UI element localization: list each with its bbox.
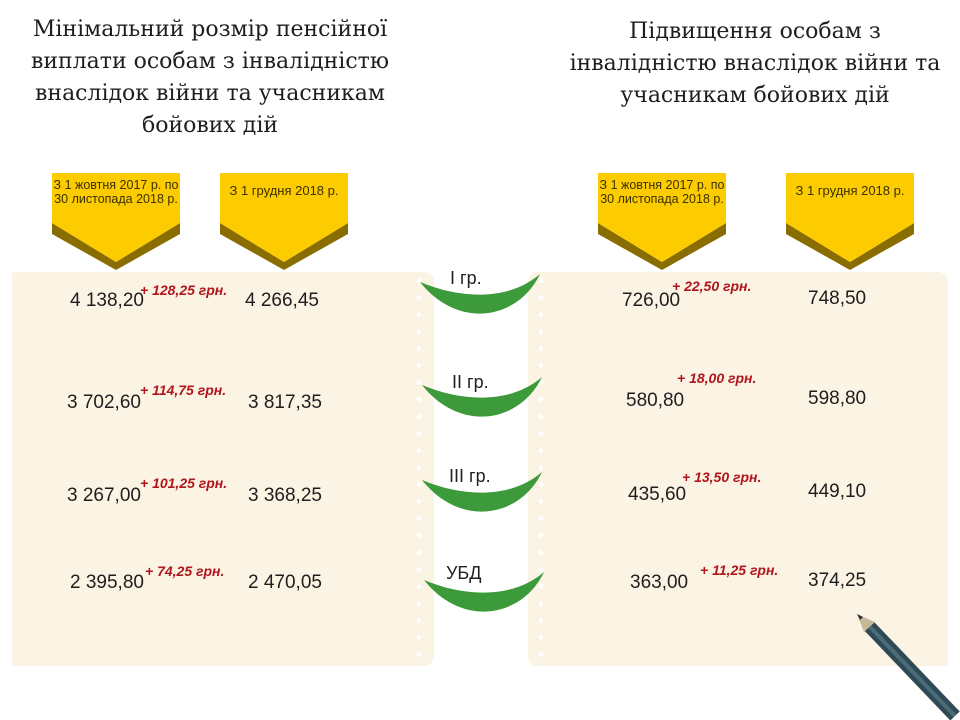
leaf-icon	[424, 572, 544, 612]
right-row2-to: 598,80	[808, 388, 867, 409]
left-row1-from: 4 138,20	[70, 290, 144, 311]
left-row3-increase: + 101,25 грн.	[140, 475, 228, 491]
left-period-new-banner: З 1 грудня 2018 р.	[220, 173, 348, 270]
group-label-4: УБД	[446, 563, 482, 583]
right-row4-increase: + 11,25 грн.	[700, 562, 779, 578]
right-period-new-banner: З 1 грудня 2018 р.	[786, 173, 914, 270]
right-row3-from: 435,60	[628, 484, 687, 505]
right-row3-increase: + 13,50 грн.	[682, 469, 762, 485]
left-values-panel	[12, 272, 434, 666]
right-values-panel	[528, 272, 948, 666]
right-row4-to: 374,25	[808, 570, 867, 591]
right-period-new-label: З 1 грудня 2018 р.	[795, 183, 905, 198]
pen-icon	[857, 614, 960, 720]
right-period-old-label: З 1 жовтня 2017 р. по 30 листопада 2018 …	[599, 178, 725, 206]
left-row4-to: 2 470,05	[248, 572, 322, 593]
notebook-holes	[538, 272, 544, 666]
right-row1-increase: + 22,50 грн.	[672, 278, 752, 294]
left-row4-increase: + 74,25 грн.	[145, 563, 225, 579]
notebook-holes	[416, 272, 422, 666]
left-period-old-label: З 1 жовтня 2017 р. по 30 листопада 2018 …	[53, 178, 179, 206]
left-row4-from: 2 395,80	[70, 572, 144, 593]
right-title: Підвищення особам з інвалідністю внаслід…	[569, 19, 941, 108]
left-title: Мінімальний розмір пенсійної виплати осо…	[30, 17, 389, 138]
right-row1-from: 726,00	[622, 290, 681, 311]
right-row4-from: 363,00	[630, 572, 689, 593]
right-period-old-banner: З 1 жовтня 2017 р. по 30 листопада 2018 …	[598, 173, 726, 270]
left-row2-to: 3 817,35	[248, 392, 322, 413]
right-row3-to: 449,10	[808, 481, 867, 502]
group-label-2: II гр.	[452, 372, 489, 392]
left-row1-to: 4 266,45	[245, 290, 319, 311]
right-row2-from: 580,80	[626, 390, 685, 411]
left-row2-from: 3 702,60	[67, 392, 141, 413]
leaf-icon	[422, 472, 542, 512]
leaf-icon	[420, 274, 540, 314]
left-period-old-banner: З 1 жовтня 2017 р. по 30 листопада 2018 …	[52, 173, 180, 270]
left-row3-to: 3 368,25	[248, 485, 322, 506]
group-label-1: I гр.	[450, 268, 482, 288]
leaf-icon	[422, 377, 542, 417]
left-row1-increase: + 128,25 грн.	[140, 282, 228, 298]
right-row1-to: 748,50	[808, 288, 867, 309]
left-row2-increase: + 114,75 грн.	[140, 382, 227, 398]
right-row2-increase: + 18,00 грн.	[677, 370, 757, 386]
left-row3-from: 3 267,00	[67, 485, 141, 506]
left-period-new-label: З 1 грудня 2018 р.	[229, 183, 339, 198]
group-label-3: III гр.	[449, 466, 491, 486]
